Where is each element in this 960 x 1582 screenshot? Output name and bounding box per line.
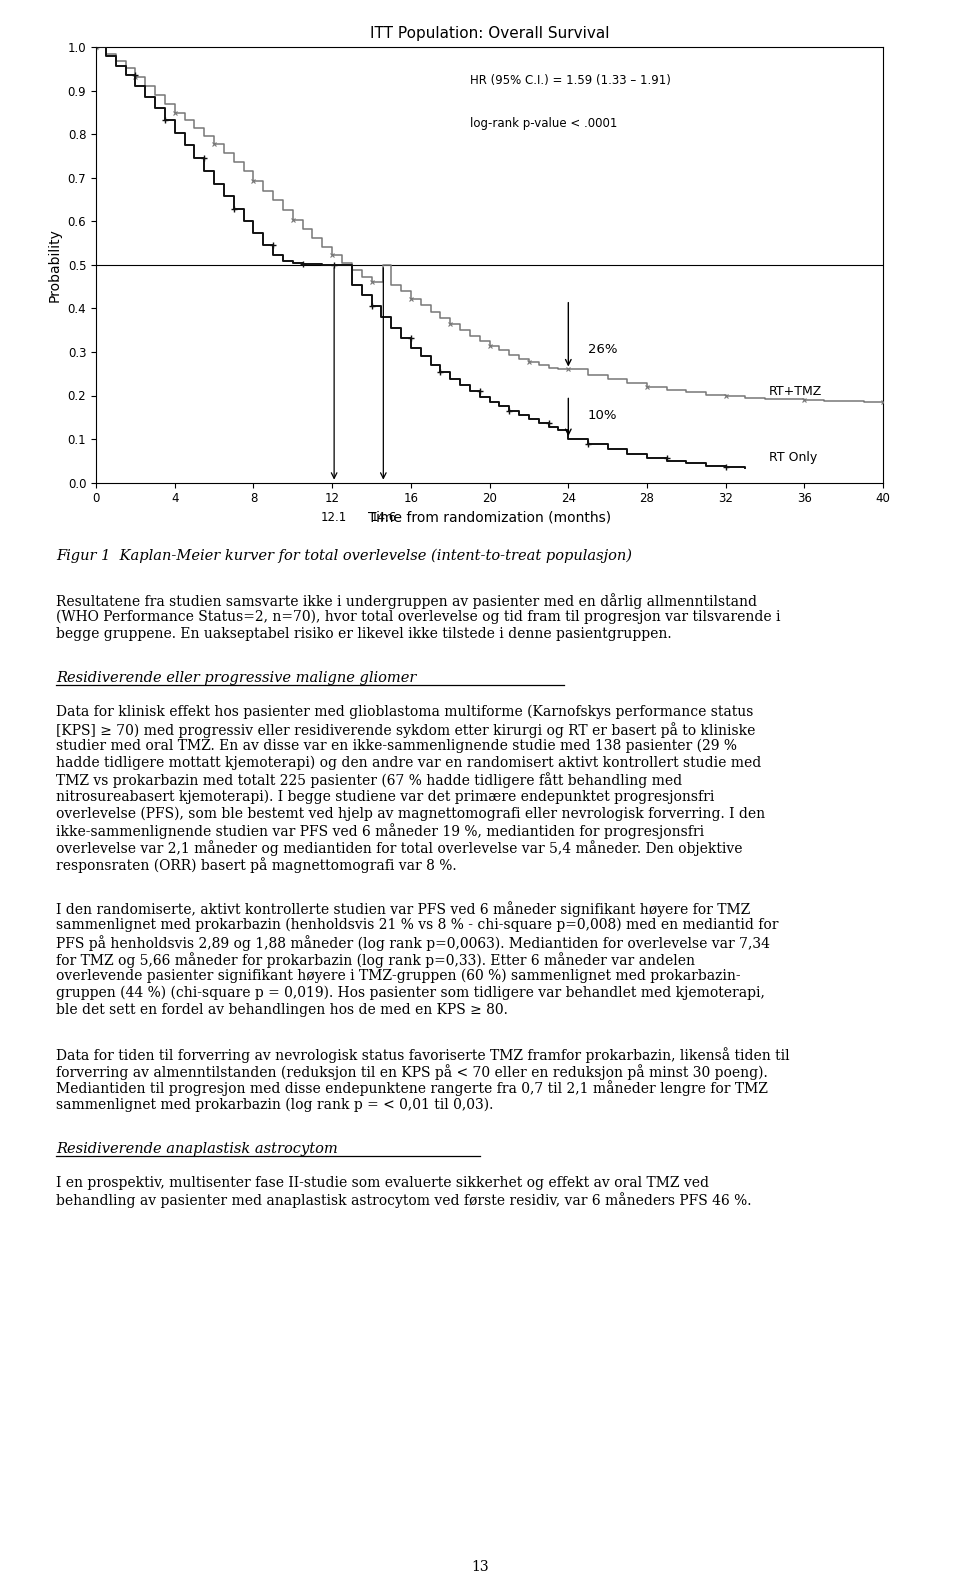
Text: Data for tiden til forverring av nevrologisk status favoriserte TMZ framfor prok: Data for tiden til forverring av nevrolo… xyxy=(56,1047,790,1063)
Text: sammenlignet med prokarbazin (log rank p = < 0,01 til 0,03).: sammenlignet med prokarbazin (log rank p… xyxy=(56,1098,493,1112)
Text: behandling av pasienter med anaplastisk astrocytom ved første residiv, var 6 mån: behandling av pasienter med anaplastisk … xyxy=(56,1193,752,1209)
Text: gruppen (44 %) (chi-square p = 0,019). Hos pasienter som tidligere var behandlet: gruppen (44 %) (chi-square p = 0,019). H… xyxy=(56,986,765,1000)
Text: PFS på henholdsvis 2,89 og 1,88 måneder (log rank p=0,0063). Mediantiden for ove: PFS på henholdsvis 2,89 og 1,88 måneder … xyxy=(56,935,770,951)
Text: I den randomiserte, aktivt kontrollerte studien var PFS ved 6 måneder signifikan: I den randomiserte, aktivt kontrollerte … xyxy=(56,902,751,918)
Text: 14.6: 14.6 xyxy=(371,511,396,524)
Text: 12.1: 12.1 xyxy=(321,511,348,524)
Text: HR (95% C.I.) = 1.59 (1.33 – 1.91): HR (95% C.I.) = 1.59 (1.33 – 1.91) xyxy=(469,73,671,87)
Text: ble det sett en fordel av behandlingen hos de med en KPS ≥ 80.: ble det sett en fordel av behandlingen h… xyxy=(56,1003,508,1017)
X-axis label: Time from randomization (months): Time from randomization (months) xyxy=(368,511,612,525)
Text: Figur 1  Kaplan-Meier kurver for total overlevelse (intent-to-treat populasjon): Figur 1 Kaplan-Meier kurver for total ov… xyxy=(56,549,632,563)
Text: overlevelse (PFS), som ble bestemt ved hjelp av magnettomografi eller nevrologis: overlevelse (PFS), som ble bestemt ved h… xyxy=(56,807,765,821)
Text: begge gruppene. En uakseptabel risiko er likevel ikke tilstede i denne pasientgr: begge gruppene. En uakseptabel risiko er… xyxy=(56,626,672,641)
Title: ITT Population: Overall Survival: ITT Population: Overall Survival xyxy=(370,25,610,41)
Text: nitrosureabasert kjemoterapi). I begge studiene var det primære endepunktet prog: nitrosureabasert kjemoterapi). I begge s… xyxy=(56,789,714,804)
Text: hadde tidligere mottatt kjemoterapi) og den andre var en randomisert aktivt kont: hadde tidligere mottatt kjemoterapi) og … xyxy=(56,756,761,770)
Text: Resultatene fra studien samsvarte ikke i undergruppen av pasienter med en dårlig: Resultatene fra studien samsvarte ikke i… xyxy=(56,593,757,609)
Text: overlevelse var 2,1 måneder og mediantiden for total overlevelse var 5,4 måneder: overlevelse var 2,1 måneder og mediantid… xyxy=(56,840,743,856)
Text: TMZ vs prokarbazin med totalt 225 pasienter (67 % hadde tidligere fått behandlin: TMZ vs prokarbazin med totalt 225 pasien… xyxy=(56,772,683,788)
Text: 13: 13 xyxy=(471,1560,489,1574)
Text: (WHO Performance Status=2, n=70), hvor total overlevelse og tid fram til progres: (WHO Performance Status=2, n=70), hvor t… xyxy=(56,609,780,625)
Text: I en prospektiv, multisenter fase II-studie som evaluerte sikkerhet og effekt av: I en prospektiv, multisenter fase II-stu… xyxy=(56,1175,709,1190)
Text: forverring av almenntilstanden (reduksjon til en KPS på < 70 eller en reduksjon : forverring av almenntilstanden (reduksjo… xyxy=(56,1063,768,1079)
Text: sammenlignet med prokarbazin (henholdsvis 21 % vs 8 % - chi-square p=0,008) med : sammenlignet med prokarbazin (henholdsvi… xyxy=(56,918,779,932)
Text: Residiverende eller progressive maligne gliomer: Residiverende eller progressive maligne … xyxy=(56,671,417,685)
Text: [KPS] ≥ 70) med progressiv eller residiverende sykdom etter kirurgi og RT er bas: [KPS] ≥ 70) med progressiv eller residiv… xyxy=(56,721,756,737)
Text: Mediantiden til progresjon med disse endepunktene rangerte fra 0,7 til 2,1 måned: Mediantiden til progresjon med disse end… xyxy=(56,1081,768,1096)
Text: overlevende pasienter signifikant høyere i TMZ-gruppen (60 %) sammenlignet med p: overlevende pasienter signifikant høyere… xyxy=(56,968,741,984)
Text: Data for klinisk effekt hos pasienter med glioblastoma multiforme (Karnofskys pe: Data for klinisk effekt hos pasienter me… xyxy=(56,706,754,720)
Text: ikke-sammenlignende studien var PFS ved 6 måneder 19 %, mediantiden for progresj: ikke-sammenlignende studien var PFS ved … xyxy=(56,823,705,838)
Text: Residiverende anaplastisk astrocytom: Residiverende anaplastisk astrocytom xyxy=(56,1142,338,1155)
Text: RT Only: RT Only xyxy=(769,451,817,464)
Y-axis label: Probability: Probability xyxy=(48,228,62,302)
Text: 10%: 10% xyxy=(588,408,617,421)
Text: for TMZ og 5,66 måneder for prokarbazin (log rank p=0,33). Etter 6 måneder var a: for TMZ og 5,66 måneder for prokarbazin … xyxy=(56,952,695,968)
Text: RT+TMZ: RT+TMZ xyxy=(769,384,823,397)
Text: responsraten (ORR) basert på magnettomografi var 8 %.: responsraten (ORR) basert på magnettomog… xyxy=(56,857,457,873)
Text: 26%: 26% xyxy=(588,343,617,356)
Text: log-rank p-value < .0001: log-rank p-value < .0001 xyxy=(469,117,617,130)
Text: studier med oral TMZ. En av disse var en ikke-sammenlignende studie med 138 pasi: studier med oral TMZ. En av disse var en… xyxy=(56,739,737,753)
